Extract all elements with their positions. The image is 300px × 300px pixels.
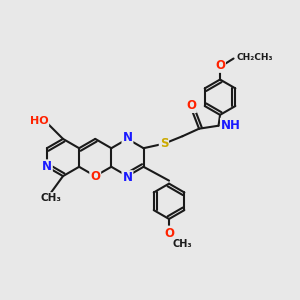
Text: N: N (42, 160, 52, 173)
Text: O: O (164, 226, 174, 240)
Text: S: S (160, 137, 168, 150)
Text: N: N (122, 171, 132, 184)
Text: CH₂CH₃: CH₂CH₃ (236, 52, 273, 62)
Text: CH₃: CH₃ (40, 193, 61, 203)
Text: O: O (90, 169, 100, 183)
Text: NH: NH (221, 118, 241, 132)
Text: O: O (215, 59, 225, 72)
Text: CH₃: CH₃ (172, 238, 192, 249)
Text: O: O (186, 99, 196, 112)
Text: HO: HO (30, 116, 48, 126)
Text: N: N (122, 131, 132, 144)
